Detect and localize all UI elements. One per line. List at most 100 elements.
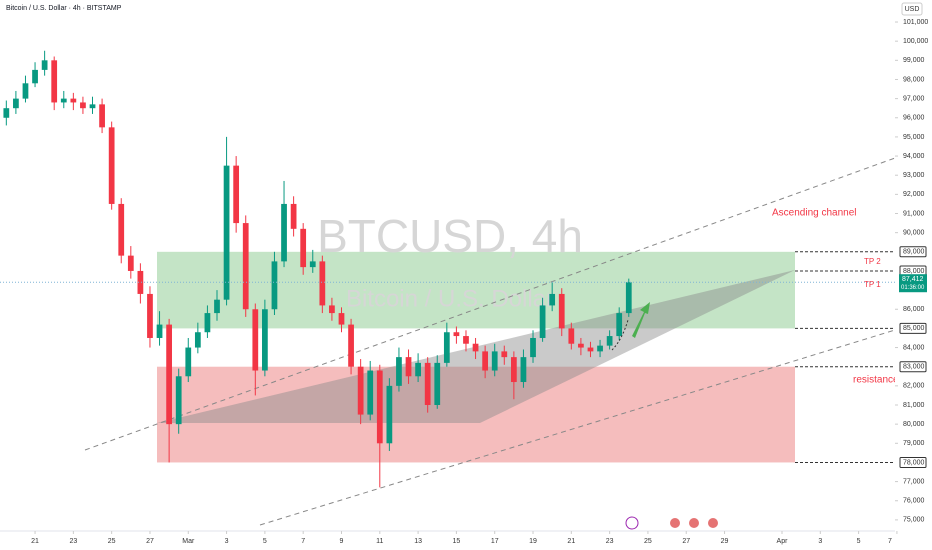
candle-body <box>13 98 19 109</box>
candle-body <box>127 255 134 271</box>
x-tick-label: 25 <box>644 538 652 545</box>
countdown: 01:36:00 <box>901 285 925 291</box>
candle-body <box>510 357 517 383</box>
axes: 101,000100,00099,00098,00097,00096,00095… <box>31 19 928 545</box>
candle-body <box>108 127 115 204</box>
candle-body <box>434 362 441 405</box>
y-tick-label: 77,000 <box>903 478 925 485</box>
x-tick-label: 9 <box>340 538 344 545</box>
level-label: 89,000 <box>903 249 925 256</box>
annotation: TP 2 <box>864 257 881 266</box>
y-tick-label: 76,000 <box>903 498 925 505</box>
x-tick-label: 23 <box>606 538 614 545</box>
candle-body <box>415 362 421 377</box>
x-tick-label: 13 <box>414 538 422 545</box>
candle-body <box>520 357 527 383</box>
candle-body <box>549 293 556 306</box>
candle-body <box>348 324 354 367</box>
candle-body <box>3 108 10 118</box>
x-tick-label: 7 <box>301 538 305 545</box>
x-tick-label: 21 <box>567 538 575 545</box>
level-label: 88,000 <box>903 268 925 275</box>
candle-body <box>386 385 393 444</box>
y-tick-label: 79,000 <box>903 440 925 447</box>
candle-body <box>51 60 58 103</box>
y-tick-label: 82,000 <box>903 383 925 390</box>
zones <box>157 251 795 463</box>
candle-body <box>281 203 287 262</box>
x-tick-label: 5 <box>857 538 861 545</box>
y-tick-label: 97,000 <box>903 95 925 102</box>
candle-body <box>242 223 249 310</box>
y-tick-label: 99,000 <box>903 57 925 64</box>
y-tick-label: 94,000 <box>903 153 925 160</box>
candle-body <box>625 282 632 314</box>
candle-body <box>300 228 307 268</box>
candle-body <box>80 102 86 109</box>
x-tick-label: 23 <box>69 538 77 545</box>
candle-body <box>357 366 364 415</box>
candle-body <box>616 313 623 337</box>
level-box <box>899 322 927 334</box>
candle-body <box>329 305 335 314</box>
candles <box>0 50 895 488</box>
x-tick-label: 27 <box>146 538 154 545</box>
candle-body <box>453 332 460 337</box>
y-tick-label: 81,000 <box>903 402 925 409</box>
candle-body <box>194 332 201 348</box>
y-tick-label: 84,000 <box>903 344 925 351</box>
x-tick-label: 17 <box>491 538 499 545</box>
x-tick-label: 15 <box>453 538 461 545</box>
y-tick-label: 100,000 <box>903 38 928 45</box>
candle-body <box>309 261 316 268</box>
price-tag <box>899 274 927 293</box>
y-tick-label: 92,000 <box>903 191 925 198</box>
candle-body <box>539 305 546 338</box>
y-tick-label: 95,000 <box>903 134 925 141</box>
candle-body <box>60 98 67 103</box>
currency: USD <box>905 6 920 13</box>
candle-body <box>89 104 96 109</box>
y-tick-label: 75,000 <box>903 517 925 524</box>
annotation: TP 1 <box>864 280 881 289</box>
candle-body <box>147 293 153 338</box>
arrow <box>632 302 650 338</box>
y-tick-label: 101,000 <box>903 19 928 26</box>
candle-body <box>70 98 77 103</box>
currency-box <box>901 2 923 16</box>
candle-body <box>463 336 469 344</box>
candle-body <box>233 165 240 224</box>
candle-body <box>137 270 144 294</box>
event-icon[interactable] <box>670 518 680 528</box>
candle-body <box>530 337 536 358</box>
y-tick-label: 86,000 <box>903 306 925 313</box>
candle-body <box>338 313 345 325</box>
watermark-subtitle: Bitcoin / U.S. Dollar <box>346 285 554 312</box>
x-tick-label: 3 <box>225 538 229 545</box>
event-icon[interactable] <box>689 518 699 528</box>
candle-body <box>424 362 431 405</box>
candle-body <box>156 324 163 338</box>
candle-body <box>491 351 498 371</box>
candle-body <box>472 343 479 352</box>
candle-body <box>118 203 125 256</box>
level-label: 83,000 <box>903 364 925 371</box>
candle-body <box>271 261 278 310</box>
event-icon[interactable] <box>708 518 718 528</box>
candle-body <box>223 165 230 300</box>
level-label: 78,000 <box>903 459 925 466</box>
level-box <box>899 456 927 468</box>
candle-body <box>587 347 594 352</box>
candle-body <box>405 357 412 377</box>
x-tick-label: 5 <box>263 538 267 545</box>
candle-body <box>166 324 172 425</box>
candle-body <box>606 336 613 346</box>
candle-body <box>597 345 603 352</box>
y-tick-label: 90,000 <box>903 230 925 237</box>
candle-body <box>319 261 326 306</box>
candle-body <box>204 313 211 333</box>
candle-body <box>262 309 268 371</box>
event-icon[interactable] <box>625 516 639 530</box>
